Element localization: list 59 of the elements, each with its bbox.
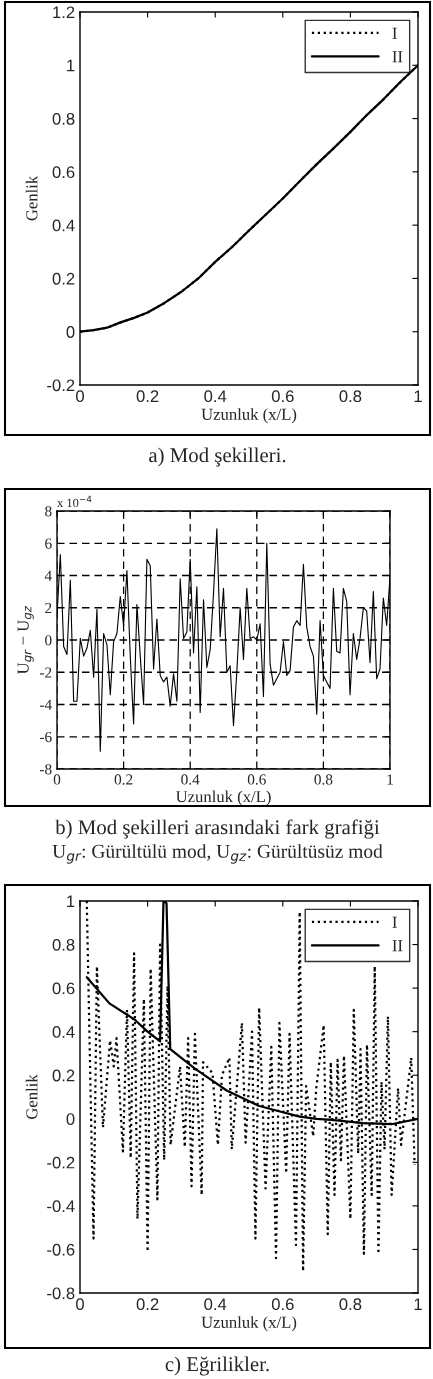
y-tick-label: 4 xyxy=(44,570,52,581)
y-tick-label: -0.4 xyxy=(47,1200,75,1213)
y-tick-label: 8 xyxy=(45,506,52,517)
y-tick-label: 0 xyxy=(66,1113,75,1125)
legend-label: I xyxy=(392,27,397,39)
x-tick-label: 0.4 xyxy=(204,390,227,403)
legend-label: I xyxy=(392,916,397,928)
x-tick-label: 0 xyxy=(76,1298,84,1311)
x-tick-label: 0.4 xyxy=(204,1298,227,1311)
y-tick-label: 1 xyxy=(67,895,75,908)
y-tick-label: -0.6 xyxy=(47,1243,75,1256)
y-tick-label: 0.4 xyxy=(52,219,75,232)
y-tick-label: -6 xyxy=(39,731,52,743)
x-tick-label: 1 xyxy=(387,774,393,785)
text: c) Eğrilikler. xyxy=(165,1356,269,1376)
x-axis-title: Uzunluk (x/L) xyxy=(201,1316,297,1332)
y-tick-label: 6 xyxy=(45,538,52,549)
y-tick-label: 1 xyxy=(67,59,75,72)
x-tick-label: 0.8 xyxy=(339,1298,362,1311)
x-tick-label: 0.6 xyxy=(271,1298,294,1311)
y-tick-label: 2 xyxy=(45,602,52,614)
y-tick-label: 0 xyxy=(66,326,75,338)
x-tick-label: 0.8 xyxy=(314,774,333,785)
x-tick-label: 0.4 xyxy=(181,774,200,785)
x-axis-title: Uzunluk (x/L) xyxy=(175,790,271,806)
x-tick-label: 0.2 xyxy=(136,1298,159,1311)
x-tick-label: 0.2 xyxy=(114,774,133,785)
legend-label: II xyxy=(392,51,403,63)
y-tick-label: 1.2 xyxy=(53,6,75,19)
x-tick-label: 1 xyxy=(414,390,422,402)
x-tick-label: 1 xyxy=(414,1298,422,1310)
y-axis-title: U$_{gr}$ − U$_{gz}$ xyxy=(17,605,34,675)
y-tick-label: -0.8 xyxy=(47,1287,75,1300)
x-tick-label: 0.8 xyxy=(339,390,362,403)
y-tick-label: -0.2 xyxy=(47,379,75,392)
text: a) Mod şekilleri. xyxy=(149,447,286,467)
y-tick-label: 0.8 xyxy=(52,938,75,951)
x-tick-label: 0 xyxy=(76,390,84,403)
y-tick-label: -4 xyxy=(39,699,52,710)
y-axis-title: Genlik xyxy=(25,175,38,221)
y-tick-label: -0.2 xyxy=(47,1156,75,1169)
y-tick-label: 0.2 xyxy=(52,272,75,285)
x-tick-label: 0.6 xyxy=(247,774,266,785)
y-tick-label: 0.2 xyxy=(52,1069,75,1082)
y-tick-label: 0.8 xyxy=(52,112,75,125)
text: U$_{gr}$: Gürültülü mod, U$_{gz}$: Gürültüsüz mod xyxy=(52,844,383,864)
x-axis-title: Uzunluk (x/L) xyxy=(201,408,297,424)
x-tick-label: 0.2 xyxy=(136,390,159,403)
x-tick-label: 0.6 xyxy=(271,390,294,403)
y-tick-label: -8 xyxy=(39,764,52,775)
text: b) Mod şekilleri arasındaki fark grafiği xyxy=(55,819,380,839)
y-axis-title: Genlik xyxy=(25,1074,38,1119)
y-tick-label: 0.6 xyxy=(52,166,75,179)
y-tick-label: 0 xyxy=(45,635,52,646)
y-tick-label: 0.4 xyxy=(52,1026,75,1038)
y-tick-label: -2 xyxy=(39,667,52,678)
y-tick-label: 0.6 xyxy=(52,982,75,995)
legend-label: II xyxy=(392,940,403,952)
text: x 10$^{−4}$ xyxy=(57,495,92,508)
